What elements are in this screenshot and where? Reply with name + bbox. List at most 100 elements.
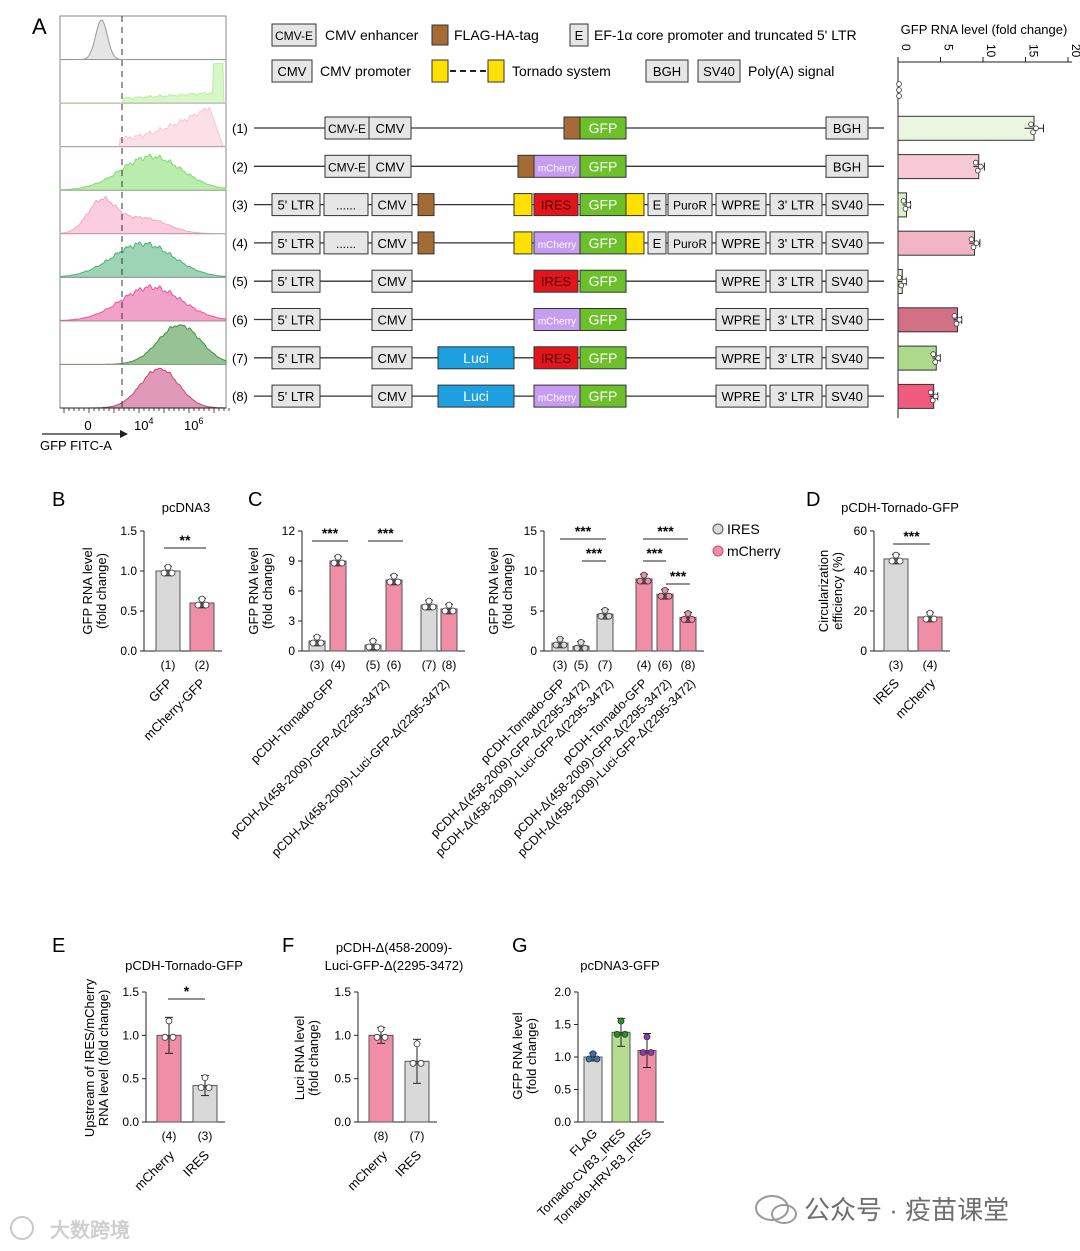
y-tick: 1.5 (122, 985, 139, 999)
bar-3 (635, 578, 653, 652)
x-category: (5) (366, 658, 381, 672)
element-label-puro: PuroR (673, 237, 707, 251)
element-sv40 (825, 346, 869, 370)
a-dot (935, 355, 942, 361)
significance-mark: *** (657, 523, 674, 539)
bar-5 (440, 608, 458, 652)
data-point (573, 644, 581, 652)
data-point (585, 1055, 593, 1063)
x-category: (3) (198, 1129, 213, 1143)
y-tick: 20 (854, 604, 868, 618)
a-dot (896, 87, 902, 93)
data-point (377, 1025, 385, 1033)
data-point (661, 586, 669, 594)
panel-label-c: C (248, 489, 262, 511)
data-point (577, 638, 585, 646)
construct-row-6: (6) 5' LTR CMV mCherry GFP WPRE 3' LTR SV40 (232, 308, 884, 331)
y-tick: 1.0 (122, 1028, 139, 1042)
y-tick: 12 (282, 524, 296, 538)
significance-mark: *** (646, 545, 663, 561)
element-label-luci: Luci (463, 350, 489, 366)
data-point (647, 1049, 655, 1056)
element-tor (513, 231, 533, 255)
element-label-ires: IRES (541, 198, 572, 213)
a-tick-15: 15 (1027, 44, 1041, 58)
d-name-1: mCherry (892, 675, 938, 721)
flow-histograms: 0 104 106 GFP FITC-A (40, 15, 230, 453)
a-dot (951, 312, 958, 319)
a-bar-7 (897, 345, 937, 371)
watermark-right-text: 公众号 · 疫苗课堂 (804, 1195, 1009, 1225)
construct-row-4: (4) 5' LTR...... CMV mCherry GFP E PuroR WPRE 3'… (232, 231, 884, 255)
element-label-sv40: SV40 (831, 351, 863, 366)
y-tick: 0.5 (120, 604, 137, 618)
a-tick-10: 10 (984, 44, 998, 58)
element-label-sv40: SV40 (831, 198, 863, 213)
a-bar-1 (897, 115, 1035, 141)
construct-row-3: (3) 5' LTR...... CMV IRES GFP E PuroR WPRE 3' LT… (232, 193, 884, 217)
element-label-e: E (653, 198, 662, 213)
data-point (621, 1030, 629, 1038)
element-label-gfp: GFP (589, 350, 618, 366)
data-point (636, 577, 644, 585)
element-ltr3 (769, 384, 823, 408)
data-point (445, 601, 453, 609)
element-label-wpre: WPRE (722, 351, 761, 366)
element-label-gfp: GFP (589, 158, 618, 174)
x-category: (6) (658, 658, 673, 672)
tornado-swatch-right (487, 59, 505, 83)
data-point (309, 639, 317, 647)
element-wpre (715, 346, 767, 370)
a-dot (953, 320, 960, 327)
bar-4 (420, 604, 438, 652)
element-label-ltr3: 3' LTR (778, 198, 815, 213)
element-label-cmv_e: CMV-E (328, 122, 366, 136)
y-tick: 0.0 (120, 644, 137, 658)
element-dots (323, 231, 369, 255)
element-label-sv40: SV40 (831, 313, 863, 328)
element-label-ltr3: 3' LTR (778, 313, 815, 328)
element-label-gfp: GFP (589, 312, 618, 328)
data-point (429, 603, 437, 611)
element-cmv (371, 346, 413, 370)
significance-mark: ** (180, 532, 191, 548)
x-category: (4) (923, 658, 938, 672)
element-label-ltr3: 3' LTR (778, 351, 815, 366)
panel-f-title-2: Luci-GFP-Δ(2295-3472) (325, 958, 464, 973)
construct-row-8: (8) 5' LTR CMV Luci mCherry GFP WPRE 3' LTR SV40 (232, 384, 884, 408)
y-tick: 1.5 (554, 1018, 571, 1032)
element-label-cmv: CMV (378, 198, 407, 213)
data-point (160, 569, 168, 577)
a-dot (896, 93, 902, 99)
x-category: (3) (889, 658, 904, 672)
element-flag (517, 154, 535, 178)
element-wpre (715, 308, 767, 331)
element-wpre (715, 231, 767, 255)
element-label-gfp: GFP (589, 120, 618, 136)
construct-id: (7) (232, 351, 248, 366)
data-point (601, 606, 609, 614)
data-point (330, 559, 338, 567)
panel-a-bar-chart: GFP RNA level (fold change) 0 5 10 15 20 (896, 22, 1080, 418)
data-point (657, 592, 665, 600)
data-point (605, 612, 613, 620)
bar-3 (385, 579, 403, 652)
data-point (888, 557, 896, 565)
element-sv40 (825, 193, 869, 217)
element-sv40 (825, 231, 869, 255)
y-tick: 0.5 (122, 1072, 139, 1086)
element-gfp (579, 154, 627, 178)
element-tor (625, 231, 645, 255)
element-label-e: E (653, 236, 662, 251)
a-dot (932, 359, 939, 365)
flow-histogram-2 (59, 105, 227, 148)
construct-row-7: (7) 5' LTR CMV Luci IRES GFP WPRE 3' LTR SV40 (232, 346, 884, 370)
element-flag (417, 231, 435, 255)
element-ltr3 (769, 308, 823, 331)
element-label-ltr3: 3' LTR (778, 274, 815, 289)
element-bgh (825, 154, 869, 178)
flow-histogram-7 (59, 324, 227, 365)
data-point (552, 641, 560, 649)
data-point (365, 643, 373, 651)
y-tick: 1.5 (120, 524, 137, 538)
